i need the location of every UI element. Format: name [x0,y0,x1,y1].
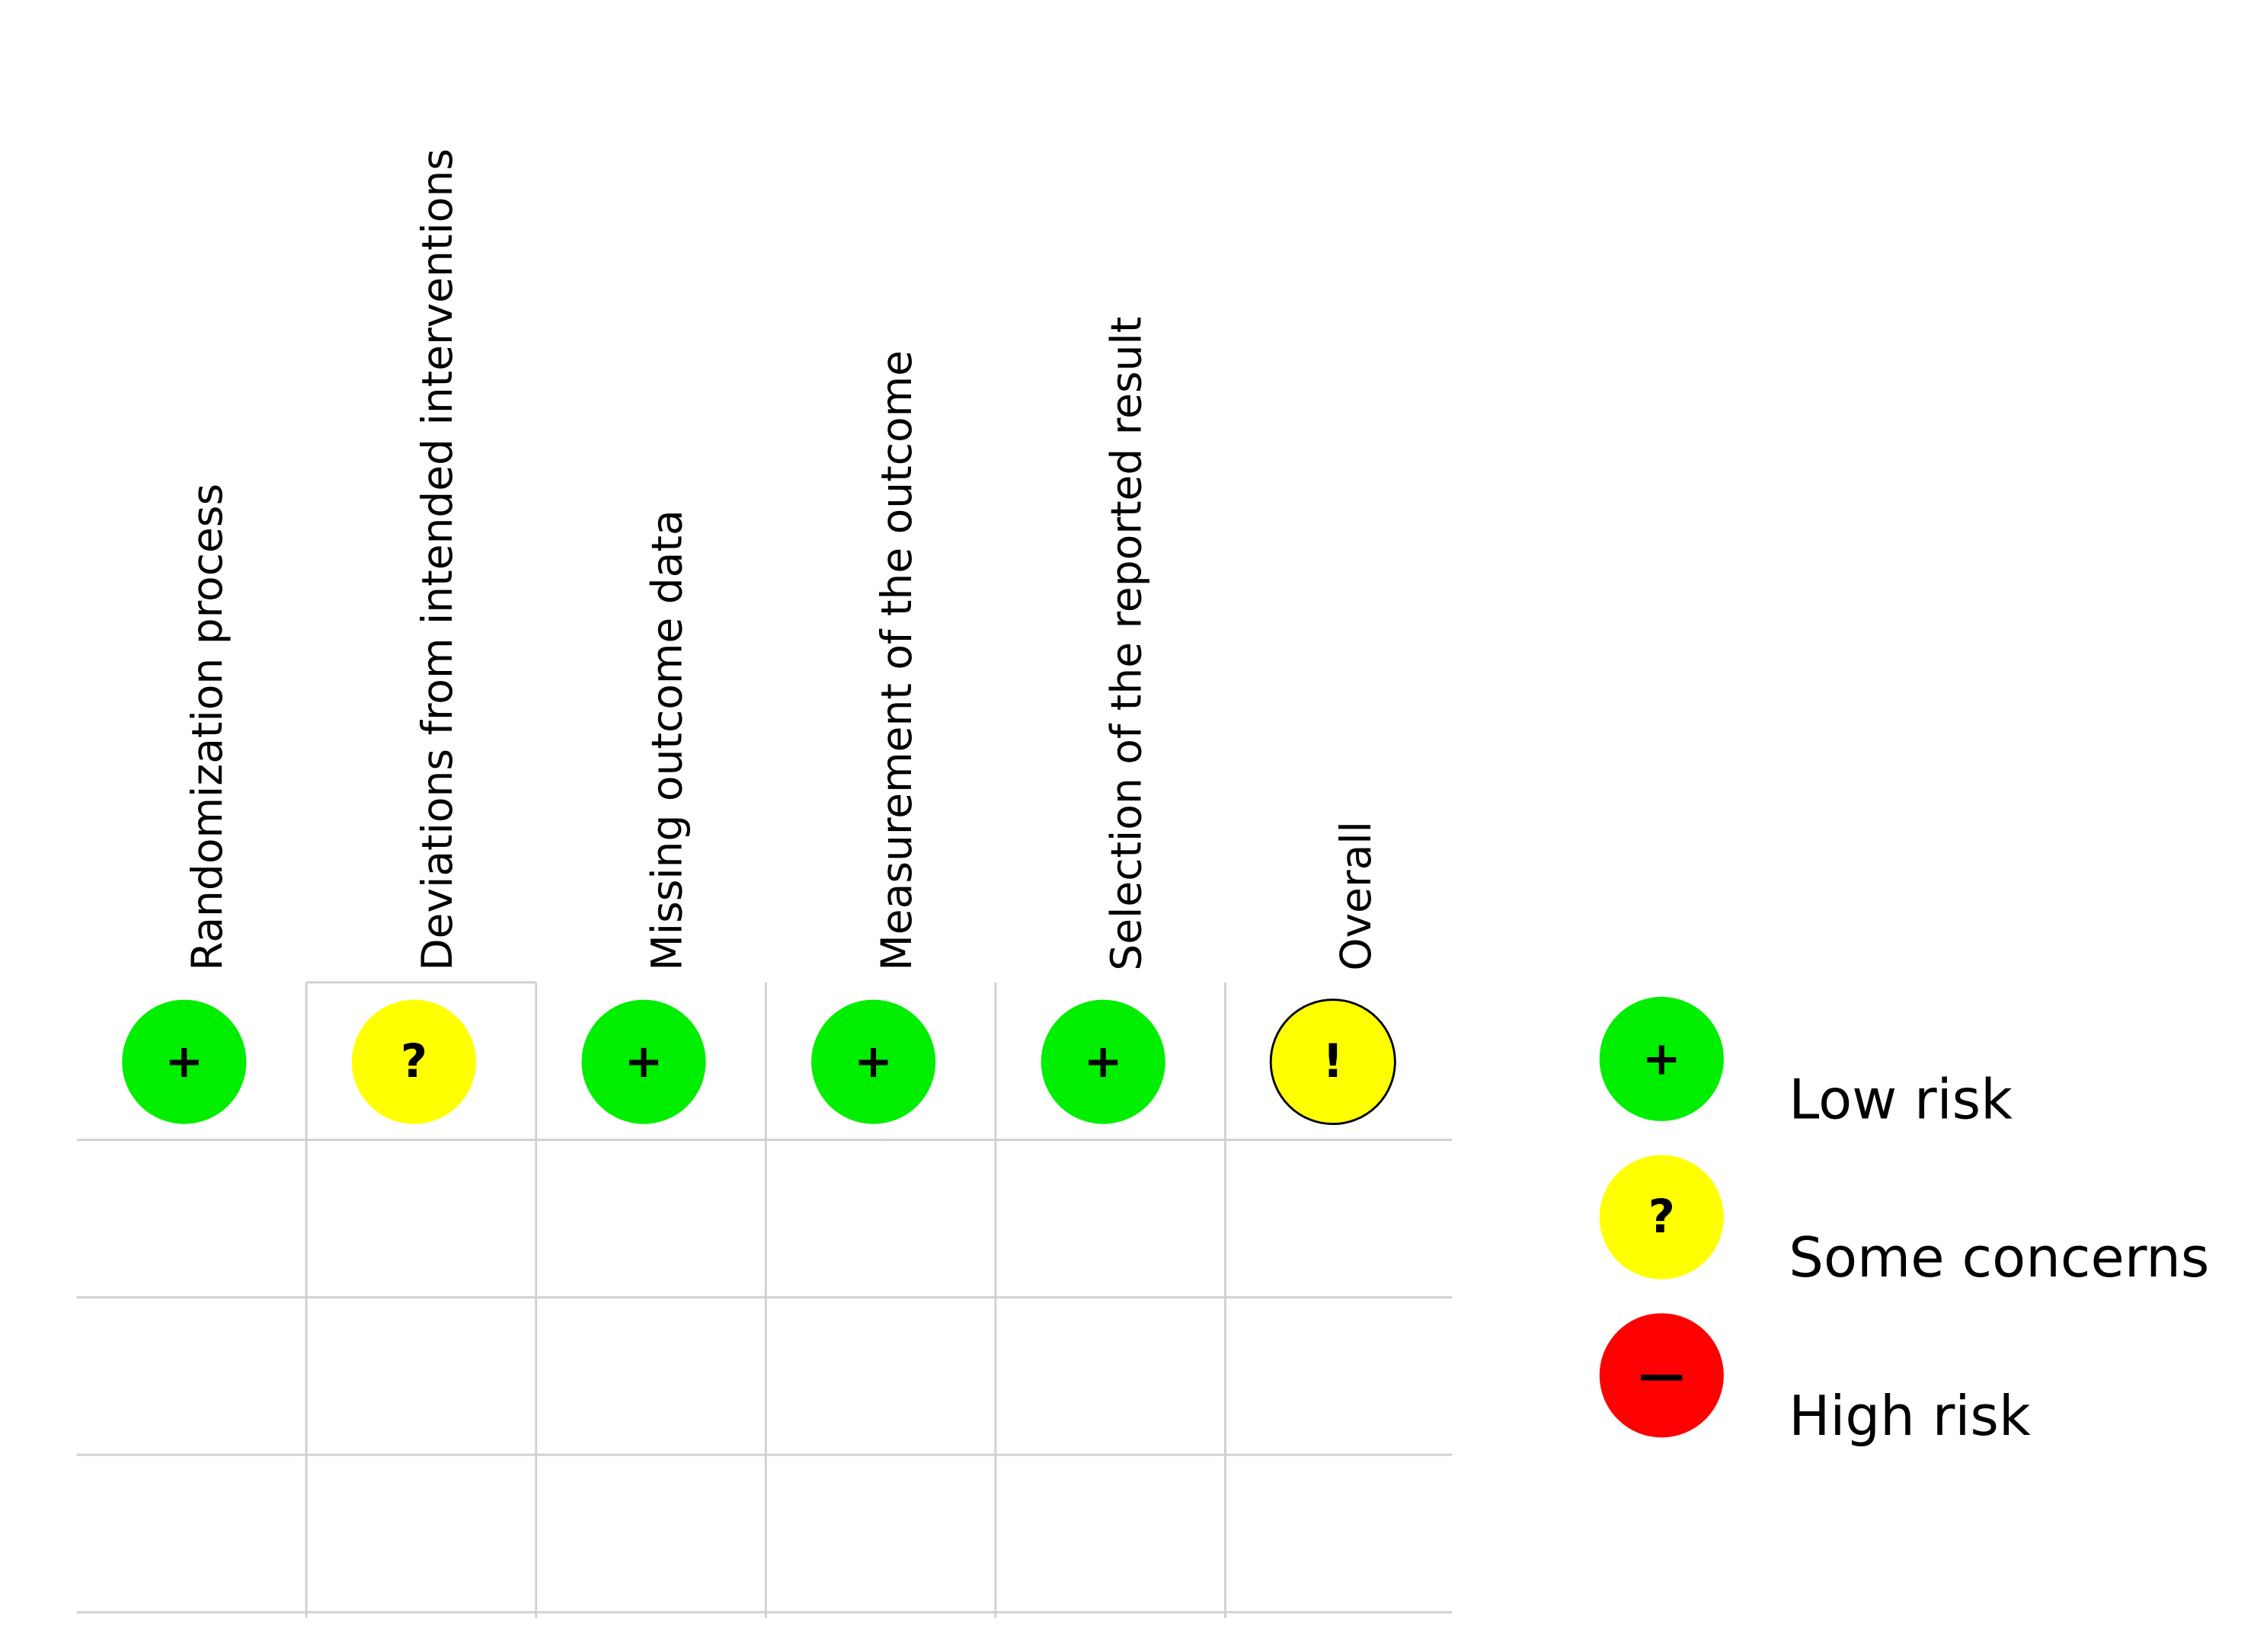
risk-circle [122,999,247,1124]
risk-symbol: + [625,1035,663,1088]
risk-circle [351,999,476,1124]
legend-label: Low risk [1789,1067,2013,1131]
legend-symbol: + [1642,1032,1681,1085]
legend-symbol: — [1639,1349,1685,1402]
risk-circle [1269,999,1396,1126]
column-header: Overall [1332,821,1380,971]
column-header: Deviations from intended interventions [413,149,462,971]
risk-symbol: + [854,1035,893,1088]
legend-label: Some concerns [1789,1225,2209,1289]
risk-circle [811,999,936,1124]
risk-symbol: + [1084,1035,1123,1088]
risk-circle [1041,999,1165,1124]
column-header: Measurement of the outcome [872,350,921,971]
column-header: Missing outcome data [642,510,691,970]
legend-circle [1599,996,1724,1121]
legend-circle [1599,1313,1724,1438]
legend-circle [1599,1155,1724,1280]
legend-symbol: ? [1648,1190,1675,1244]
column-header: Selection of the reported result [1102,317,1151,971]
risk-symbol: ? [401,1035,427,1088]
risk-symbol: ! [1322,1035,1344,1088]
risk-symbol: + [165,1035,203,1088]
grid [76,981,1453,1618]
column-header: Randomization process [183,484,232,971]
risk-circle [581,999,706,1124]
legend-label: High risk [1789,1384,2031,1448]
